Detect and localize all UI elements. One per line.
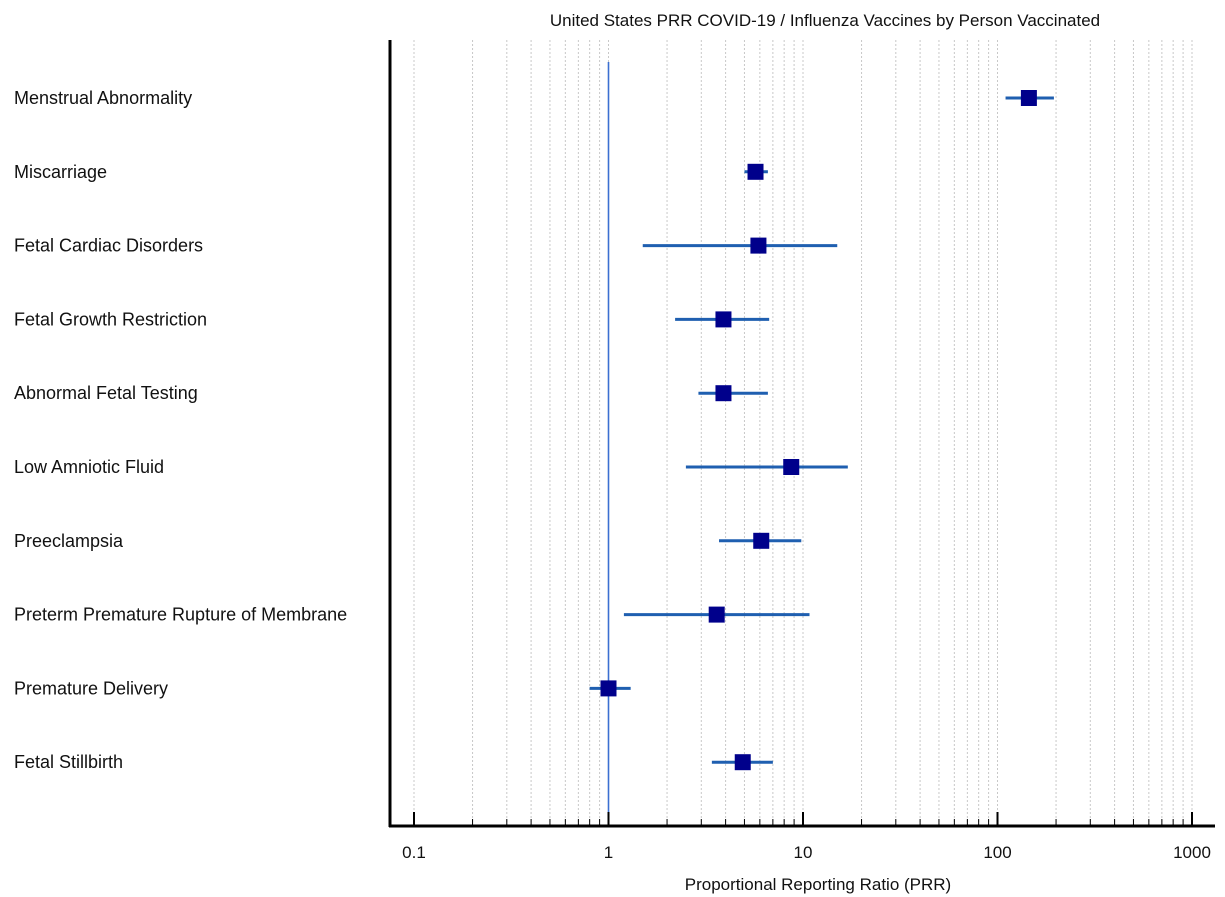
point-estimate-marker (747, 163, 764, 180)
point-estimate-marker (708, 606, 725, 623)
x-axis-label: Proportional Reporting Ratio (PRR) (685, 875, 951, 894)
category-label: Fetal Cardiac Disorders (14, 236, 203, 256)
point-estimate-marker (715, 385, 732, 402)
category-label: Preeclampsia (14, 531, 124, 551)
point-estimate-marker (734, 754, 751, 771)
x-tick-label: 10 (794, 843, 813, 862)
point-estimate-marker (600, 680, 617, 697)
category-label: Fetal Stillbirth (14, 752, 123, 772)
category-label: Preterm Premature Rupture of Membrane (14, 605, 347, 625)
point-estimate-marker (783, 459, 800, 475)
point-estimates (600, 90, 1037, 771)
chart-title: United States PRR COVID-19 / Influenza V… (550, 11, 1100, 30)
category-labels: Menstrual Abnormality Miscarriage Fetal Ca… (14, 88, 347, 772)
category-label: Miscarriage (14, 162, 107, 182)
x-tick-labels: 0.1 1 10 100 1000 (402, 843, 1211, 862)
point-estimate-marker (1020, 90, 1037, 106)
category-label: Premature Delivery (14, 678, 168, 698)
category-label: Menstrual Abnormality (14, 88, 192, 108)
x-tick-label: 1000 (1173, 843, 1211, 862)
grid-lines (413, 40, 1193, 826)
x-tick-label: 0.1 (402, 843, 426, 862)
category-label: Fetal Growth Restriction (14, 309, 207, 329)
category-label: Low Amniotic Fluid (14, 457, 164, 477)
category-label: Abnormal Fetal Testing (14, 383, 198, 403)
point-estimate-marker (753, 532, 770, 549)
point-estimate-marker (715, 311, 732, 328)
point-estimate-marker (750, 237, 767, 254)
axes (388, 40, 1215, 828)
x-tick-label: 1 (604, 843, 613, 862)
confidence-intervals (589, 96, 1054, 764)
x-tick-label: 100 (983, 843, 1011, 862)
